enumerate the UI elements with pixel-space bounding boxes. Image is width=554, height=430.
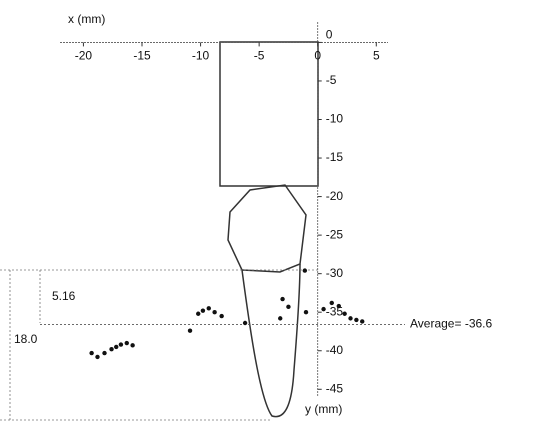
x-tick-label: 0 [314, 49, 321, 63]
point [114, 344, 119, 350]
y-tick-label: -5 [326, 73, 337, 87]
point [342, 311, 347, 316]
point [95, 354, 100, 360]
x-tick-label: 5 [373, 49, 380, 63]
point [118, 342, 124, 347]
point [242, 320, 248, 326]
x-tick-label: -10 [192, 49, 210, 63]
point [102, 350, 107, 356]
tooth-root [241, 263, 301, 418]
y-tick-label: -10 [326, 112, 344, 126]
y-tick-label: -25 [326, 227, 344, 241]
y-tick-label: 0 [326, 28, 333, 42]
point [89, 350, 94, 356]
point [200, 308, 206, 313]
point [348, 316, 353, 321]
x-tick-label: -20 [75, 49, 93, 63]
point [280, 296, 285, 302]
point [278, 316, 283, 321]
y-tick-label: -45 [326, 381, 344, 395]
point [329, 300, 334, 306]
x-tick-label: -15 [133, 49, 151, 63]
x-axis-label: x (mm) [68, 12, 105, 26]
y-axis-label: y (mm) [305, 402, 342, 416]
point [354, 317, 359, 323]
crown-box [219, 41, 319, 187]
point [336, 303, 341, 309]
y-tick-label: -40 [326, 343, 344, 357]
point [109, 347, 114, 352]
point [219, 313, 224, 319]
point [321, 306, 326, 312]
point [206, 306, 211, 311]
point [130, 343, 135, 348]
tooth-crown [227, 184, 307, 273]
y-tick-label: -20 [326, 189, 344, 203]
annotation: 18.0 [14, 332, 38, 346]
point [286, 304, 291, 310]
point [302, 268, 308, 273]
point [360, 319, 365, 324]
point [212, 310, 217, 315]
point [124, 340, 129, 346]
point [187, 328, 193, 333]
point [303, 310, 309, 315]
x-tick-label: -5 [254, 49, 265, 63]
point [196, 311, 201, 316]
annotation: 5.16 [52, 289, 76, 303]
y-tick-label: -30 [326, 266, 344, 280]
y-tick-label: -15 [326, 150, 344, 164]
average-label: Average= -36.6 [410, 317, 492, 331]
